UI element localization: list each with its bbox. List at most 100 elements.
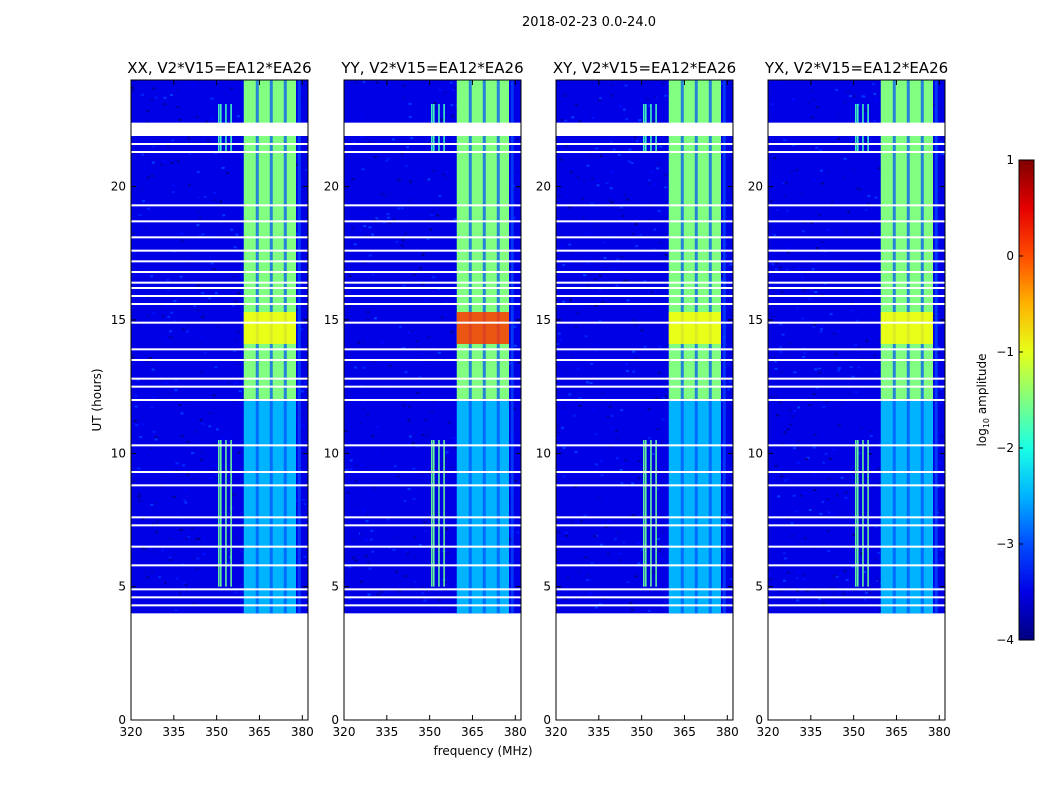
heatmap-cell	[450, 330, 454, 333]
heatmap-cell	[169, 559, 173, 562]
heatmap-cell	[579, 549, 583, 552]
heatmap-cell	[216, 101, 220, 104]
heatmap-cell	[863, 550, 867, 553]
heatmap-cell	[152, 87, 156, 90]
heatmap-cell	[135, 424, 139, 427]
channel-gap	[255, 80, 259, 614]
heatmap-cell	[202, 553, 206, 556]
heatmap-cell	[411, 559, 415, 562]
heatmap-cell	[630, 363, 634, 366]
heatmap-cell	[413, 556, 417, 559]
heatmap-cell	[606, 552, 610, 555]
colorbar: 1 0 −1 −2 −3 −4	[996, 153, 1035, 647]
heatmap-cell	[216, 326, 220, 329]
heatmap-cell	[811, 268, 815, 271]
heatmap-cell	[455, 584, 459, 587]
heatmap-cell	[392, 218, 396, 221]
y-tick-label: 15	[536, 313, 551, 327]
heatmap-cell	[137, 495, 141, 498]
heatmap-cell	[787, 571, 791, 574]
flagged-row	[131, 545, 308, 548]
heatmap-cell	[514, 171, 518, 174]
heatmap-cell	[144, 570, 148, 573]
heatmap-cell	[202, 537, 206, 540]
heatmap-cell	[599, 155, 603, 158]
heatmap-cell	[196, 308, 200, 311]
heatmap-cell	[206, 139, 210, 142]
heatmap-cell	[387, 157, 391, 160]
heatmap-cell	[609, 187, 613, 190]
heatmap-cell	[203, 351, 207, 354]
y-axis-label: UT (hours)	[90, 368, 104, 431]
heatmap-cell	[868, 591, 872, 594]
heatmap-cell	[843, 157, 847, 160]
heatmap-cell	[403, 499, 407, 502]
heatmap-cell	[932, 314, 936, 317]
heatmap-cell	[831, 201, 835, 204]
heatmap-cell	[361, 228, 365, 231]
heatmap-cell	[239, 288, 243, 291]
heatmap-cell	[354, 366, 358, 369]
flagged-row	[768, 281, 945, 284]
heatmap-cell	[361, 168, 365, 171]
heatmap-cell	[155, 382, 159, 385]
channel-gap	[708, 80, 712, 614]
channel-gap	[694, 80, 698, 614]
heatmap-cell	[820, 328, 824, 331]
heatmap-cell	[196, 198, 200, 201]
heatmap-cell	[623, 487, 627, 490]
flagged-row	[768, 287, 945, 289]
heatmap-cell	[937, 393, 941, 396]
heatmap-cell	[647, 179, 651, 182]
heatmap-cell	[200, 458, 204, 461]
heatmap-cell	[233, 300, 237, 303]
heatmap-cell	[402, 120, 406, 123]
heatmap-cell	[727, 363, 731, 366]
heatmap-cell	[931, 363, 935, 366]
heatmap-cell	[376, 593, 380, 596]
heatmap-cell	[300, 97, 304, 100]
heatmap-cell	[572, 597, 576, 600]
heatmap-cell	[879, 482, 883, 485]
heatmap-cell	[241, 525, 245, 528]
heatmap-cell	[821, 324, 825, 327]
heatmap-cell	[184, 488, 188, 491]
heatmap-cell	[231, 276, 235, 279]
heatmap-cell	[773, 360, 777, 363]
heatmap-cell	[365, 520, 369, 523]
heatmap-cell	[587, 319, 591, 322]
heatmap-cell	[413, 580, 417, 583]
heatmap-cell	[619, 559, 623, 562]
heatmap-cell	[154, 501, 158, 504]
heatmap-cell	[564, 144, 568, 147]
heatmap-cell	[782, 552, 786, 555]
heatmap-cell	[409, 330, 413, 333]
heatmap-cell	[154, 438, 158, 441]
heatmap-cell	[168, 556, 172, 559]
heatmap-cell	[627, 160, 631, 163]
heatmap-cell	[656, 428, 660, 431]
colorbar-gradient	[1018, 159, 1035, 641]
heatmap-cell	[181, 592, 185, 595]
channel-gap	[297, 80, 301, 614]
flagged-row	[556, 281, 733, 284]
heatmap-cell	[819, 512, 823, 515]
heatmap-cell	[630, 161, 634, 164]
heatmap-cell	[406, 146, 410, 149]
heatmap-cell	[136, 378, 140, 381]
heatmap-cell	[769, 395, 773, 398]
panel-title: YY, V2*V15=EA12*EA26	[340, 59, 523, 77]
heatmap-cell	[791, 415, 795, 418]
heatmap-cell	[431, 454, 435, 457]
heatmap-cell	[395, 240, 399, 243]
flagged-row	[131, 249, 308, 252]
heatmap-cell	[797, 406, 801, 409]
heatmap-cell	[837, 137, 841, 140]
heatmap-cell	[832, 485, 836, 488]
heatmap-cell	[623, 279, 627, 282]
heatmap-cell	[594, 278, 598, 281]
heatmap-cell	[422, 586, 426, 589]
heatmap-cell	[445, 171, 449, 174]
heatmap-cell	[398, 589, 402, 592]
